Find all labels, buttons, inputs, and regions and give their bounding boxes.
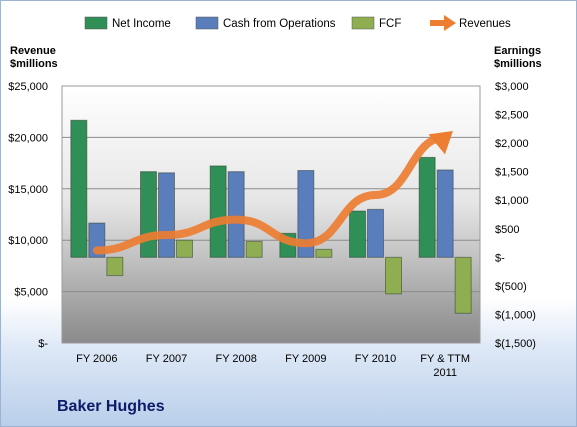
x-tick-label: FY 2010 [355, 353, 396, 365]
right-tick-label: $(500) [495, 281, 527, 293]
right-tick-label: $- [495, 252, 505, 264]
company-name: Baker Hughes [57, 398, 165, 415]
bar-fcf [106, 256, 124, 277]
x-tick-label: FY 2009 [285, 353, 326, 365]
bar-fcf [385, 256, 402, 295]
legend-label: FCF [379, 18, 401, 30]
x-tick-label: FY & TTM [420, 353, 470, 365]
revenue-line [92, 133, 450, 255]
bar-net-income [349, 210, 366, 258]
plot-border [61, 85, 481, 344]
bar-cash-from-operations [367, 208, 384, 258]
left-tick-label: $5,000 [14, 287, 48, 299]
right-axis-title-line1: Earnings [494, 45, 542, 57]
left-axis-title: Revenue $millions [10, 45, 58, 71]
bar-net-income [209, 165, 227, 258]
legend-label: Net Income [112, 18, 171, 30]
revenue-arrowhead [428, 131, 453, 155]
right-tick-label: $1,000 [495, 195, 529, 207]
x-tick-label: FY 2006 [76, 353, 117, 365]
right-tick-label: $1,500 [495, 167, 529, 179]
legend-arrow [444, 15, 456, 31]
legend-swatch [195, 16, 219, 30]
plot-area [62, 86, 480, 343]
bar-fcf [176, 239, 193, 258]
legend-swatch [351, 16, 375, 30]
x-tick-label: FY 2008 [215, 353, 256, 365]
bar-fcf [454, 256, 472, 314]
bar-fcf [245, 240, 263, 258]
left-tick-label: $25,000 [8, 81, 48, 93]
left-axis-title-line1: Revenue [10, 45, 56, 57]
right-tick-label: $2,000 [495, 138, 529, 150]
left-axis-title-line2: $millions [10, 58, 58, 70]
right-axis-title: Earnings $millions [494, 45, 542, 71]
x-tick-label: 2011 [433, 367, 457, 379]
right-tick-label: $500 [495, 224, 519, 236]
left-tick-label: $20,000 [8, 132, 48, 144]
legend-label: Cash from Operations [223, 18, 336, 30]
left-tick-label: $- [38, 338, 48, 350]
bar-net-income [140, 171, 157, 258]
bar-fcf [315, 248, 333, 258]
legend-label: Revenues [459, 18, 511, 30]
x-tick-label: FY 2007 [146, 353, 187, 365]
left-tick-label: $15,000 [8, 184, 48, 196]
right-tick-label: $2,500 [495, 110, 529, 122]
bar-net-income [70, 119, 88, 258]
right-tick-label: $3,000 [495, 81, 529, 93]
bar-cash-from-operations [436, 169, 454, 258]
right-tick-label: $(1,000) [495, 309, 536, 321]
bar-cash-from-operations [227, 171, 245, 258]
right-axis-title-line2: $millions [494, 58, 542, 70]
bar-net-income [418, 156, 436, 258]
right-tick-label: $(1,500) [495, 338, 536, 350]
bar-cash-from-operations [297, 170, 315, 258]
left-tick-label: $10,000 [8, 235, 48, 247]
bar-cash-from-operations [158, 172, 175, 258]
legend-swatch [84, 16, 108, 30]
